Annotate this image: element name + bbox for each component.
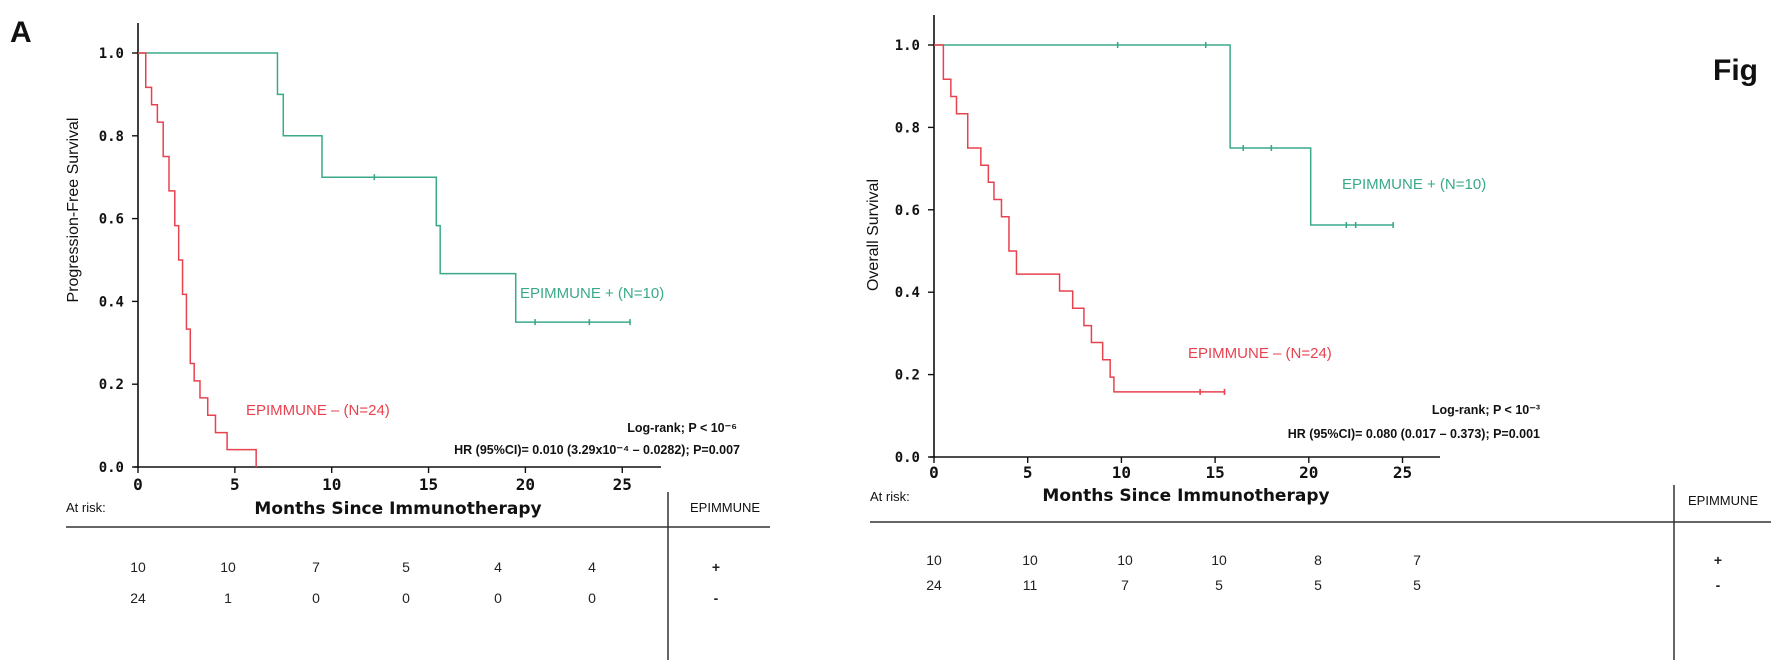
os-risk-cell: 7 xyxy=(1121,577,1129,593)
pfs-curves xyxy=(134,23,661,468)
pfs-y-tick-label: 0.6 xyxy=(99,212,124,228)
pfs-risk-cell: 24 xyxy=(130,590,146,606)
os-risk-cell: 10 xyxy=(1117,552,1133,568)
os-x-tick-label: 5 xyxy=(1023,463,1033,482)
os-panel: 0.0 0.2 0.4 0.6 0.8 1.0 0 5 10 15 20 25 Overall Su… xyxy=(865,15,1771,660)
os-risk-cell: 5 xyxy=(1314,577,1322,593)
pfs-risk-cell: 0 xyxy=(312,590,320,606)
pfs-risk-cell: 10 xyxy=(130,559,146,575)
pfs-risk-cell: 10 xyxy=(220,559,236,575)
os-curves xyxy=(930,15,1440,458)
os-risk-cell: 11 xyxy=(1023,577,1038,593)
os-y-tick-label: 0.0 xyxy=(895,450,920,466)
pfs-at-risk-label: At risk: xyxy=(66,500,106,515)
os-series-label-positive: EPIMMUNE + (N=10) xyxy=(1342,176,1486,193)
pfs-series-label-negative: EPIMMUNE – (N=24) xyxy=(246,402,390,419)
pfs-y-tick-label: 1.0 xyxy=(99,46,124,62)
pfs-risk-cell: 7 xyxy=(312,559,320,575)
pfs-y-tick-label: 0.2 xyxy=(99,377,124,393)
pfs-y-axis: 0.0 0.2 0.4 0.6 0.8 1.0 xyxy=(99,46,138,476)
pfs-risk-group: + xyxy=(712,559,720,575)
pfs-y-axis-label: Progression-Free Survival xyxy=(65,118,82,303)
pfs-x-axis-label: Months Since Immunotherapy xyxy=(254,499,541,519)
pfs-logrank: Log-rank; P < 10⁻⁶ xyxy=(627,421,737,435)
pfs-risk-cell: 0 xyxy=(588,590,596,606)
os-group-header: EPIMMUNE xyxy=(1688,493,1758,508)
os-y-tick-label: 0.6 xyxy=(895,203,920,219)
os-risk-cell: 10 xyxy=(1022,552,1038,568)
pfs-panel: 0.00.20.40.60.81.0 0 5 10 15 20 25 Progressio… xyxy=(65,23,770,660)
os-risk-group: - xyxy=(1716,577,1721,593)
pfs-y-tick-label: 0.4 xyxy=(99,294,124,310)
pfs-x-tick-label: 20 xyxy=(516,475,535,494)
pfs-risk-cell: 5 xyxy=(402,559,410,575)
pfs-risk-cell: 0 xyxy=(402,590,410,606)
pfs-hazard-ratio: HR (95%CI)= 0.010 (3.29x10⁻⁴ – 0.0282); … xyxy=(454,443,740,457)
os-y-tick-label: 1.0 xyxy=(895,38,920,54)
os-x-tick-label: 15 xyxy=(1205,463,1224,482)
os-risk-cell: 8 xyxy=(1314,552,1322,568)
os-positive-curve xyxy=(934,44,1394,226)
figure-label: Fig xyxy=(1713,54,1758,87)
os-y-tick-label: 0.2 xyxy=(895,368,920,384)
pfs-x-tick-label: 0 xyxy=(133,475,143,494)
os-hazard-ratio: HR (95%CI)= 0.080 (0.017 – 0.373); P=0.0… xyxy=(1288,427,1540,441)
pfs-group-header: EPIMMUNE xyxy=(690,500,760,515)
os-risk-cell: 24 xyxy=(926,577,942,593)
os-y-axis-label: Overall Survival xyxy=(865,179,882,291)
pfs-risk-table: 10 10 7 5 4 4 +24 1 0 0 0 0- xyxy=(130,559,720,606)
pfs-negative-curve xyxy=(138,52,257,467)
pfs-series-label-positive: EPIMMUNE + (N=10) xyxy=(520,285,664,302)
os-x-tick-label: 20 xyxy=(1299,463,1318,482)
os-risk-cell: 5 xyxy=(1215,577,1223,593)
pfs-positive-curve xyxy=(138,52,631,323)
os-series-label-negative: EPIMMUNE – (N=24) xyxy=(1188,345,1332,362)
pfs-risk-cell: 4 xyxy=(494,559,502,575)
os-x-axis: 0 5 10 15 20 25 xyxy=(929,457,1412,482)
os-y-tick-label: 0.8 xyxy=(895,120,920,136)
pfs-y-tick-label: 0.0 xyxy=(99,460,124,476)
os-risk-cell: 10 xyxy=(1211,552,1227,568)
pfs-risk-cell: 0 xyxy=(494,590,502,606)
os-y-axis: 0.0 0.2 0.4 0.6 0.8 1.0 xyxy=(895,38,934,466)
os-x-tick-label: 0 xyxy=(929,463,939,482)
os-x-tick-label: 25 xyxy=(1393,463,1412,482)
pfs-x-tick-label: 10 xyxy=(322,475,341,494)
pfs-risk-cell: 1 xyxy=(224,590,232,606)
pfs-x-tick-label: 5 xyxy=(230,475,240,494)
pfs-x-axis: 0 5 10 15 20 25 xyxy=(133,467,632,494)
pfs-risk-cell: 4 xyxy=(588,559,596,575)
os-risk-cell: 7 xyxy=(1413,552,1421,568)
os-x-axis-label: Months Since Immunotherapy xyxy=(1042,486,1329,506)
panel-label: A xyxy=(10,16,32,49)
os-risk-group: + xyxy=(1714,552,1722,568)
os-risk-cell: 10 xyxy=(926,552,942,568)
os-x-tick-label: 10 xyxy=(1112,463,1131,482)
pfs-x-tick-label: 25 xyxy=(613,475,632,494)
pfs-y-tick-label: 0.8 xyxy=(99,129,124,145)
os-risk-cell: 5 xyxy=(1413,577,1421,593)
os-at-risk-label: At risk: xyxy=(870,489,910,504)
os-negative-curve xyxy=(934,44,1225,393)
os-y-tick-label: 0.4 xyxy=(895,285,920,301)
os-logrank: Log-rank; P < 10⁻³ xyxy=(1432,403,1540,417)
pfs-risk-group: - xyxy=(714,590,719,606)
pfs-x-tick-label: 15 xyxy=(419,475,438,494)
os-risk-table: 10 10 10 10 8 7 +24 11 7 5 5 5 - xyxy=(926,552,1722,593)
